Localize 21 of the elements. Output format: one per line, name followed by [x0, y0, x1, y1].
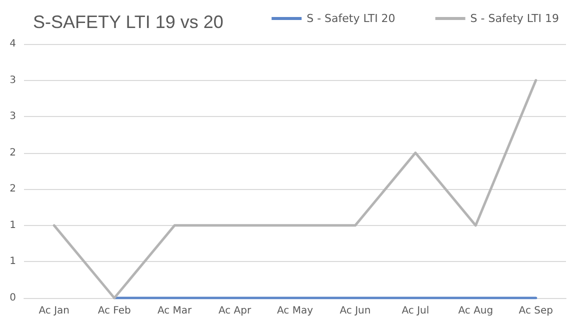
y-tick-label: 3: [10, 111, 16, 122]
legend-label: S - Safety LTI 20: [306, 12, 396, 25]
x-tick-label: Ac Jan: [38, 306, 70, 316]
line-series: [52, 79, 538, 300]
x-tick-label: Ac Mar: [157, 306, 193, 316]
x-tick-label: Ac Apr: [218, 306, 252, 316]
y-tick-label: 2: [10, 184, 16, 195]
x-tick-label: Ac Feb: [98, 306, 131, 316]
x-tick-label: Ac May: [276, 306, 314, 316]
x-tick-label: Ac Aug: [458, 306, 494, 316]
y-tick-label: 1: [10, 256, 16, 268]
x-tick-label: Ac Sep: [518, 306, 553, 316]
legend-label: S - Safety LTI 19: [470, 12, 560, 25]
chart-title: S-SAFETY LTI 19 vs 20: [33, 12, 224, 32]
y-tick-label: 4: [10, 38, 16, 50]
x-tick-label: Ac Jun: [340, 306, 371, 316]
y-tick-label: 2: [10, 147, 16, 158]
y-tick-label: 0: [10, 292, 16, 304]
x-tick-label: Ac Jul: [402, 306, 430, 316]
y-tick-label: 3: [10, 74, 16, 86]
y-tick-label: 1: [10, 220, 16, 231]
